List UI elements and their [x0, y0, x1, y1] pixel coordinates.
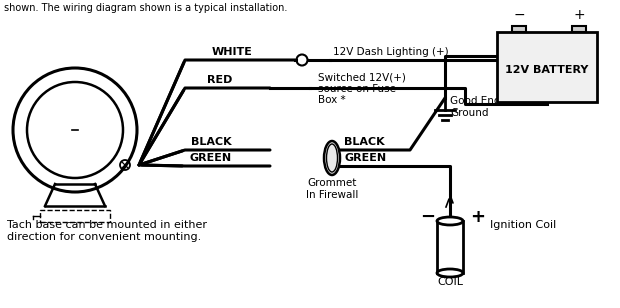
Text: shown. The wiring diagram shown is a typical installation.: shown. The wiring diagram shown is a typ… — [4, 3, 288, 13]
Text: Good Engine
Ground: Good Engine Ground — [450, 96, 516, 118]
Text: Switched 12V(+)
source on Fuse
Box *: Switched 12V(+) source on Fuse Box * — [318, 72, 406, 105]
Text: BLACK: BLACK — [192, 137, 232, 147]
Text: GREEN: GREEN — [190, 153, 232, 163]
Text: BLACK: BLACK — [344, 137, 384, 147]
Text: 12V Dash Lighting (+): 12V Dash Lighting (+) — [333, 47, 449, 57]
Ellipse shape — [437, 269, 463, 277]
Text: GREEN: GREEN — [344, 153, 386, 163]
Text: COIL: COIL — [437, 277, 463, 287]
Text: +: + — [471, 208, 485, 226]
Ellipse shape — [324, 141, 340, 175]
Text: Grommet
In Firewall: Grommet In Firewall — [306, 178, 358, 200]
Text: WHITE: WHITE — [212, 47, 253, 57]
Text: 12V BATTERY: 12V BATTERY — [505, 65, 588, 75]
Text: +: + — [573, 8, 585, 22]
Text: Tach base can be mounted in either
direction for convenient mounting.: Tach base can be mounted in either direc… — [7, 220, 207, 241]
Text: RED: RED — [206, 75, 232, 85]
Text: −: − — [420, 208, 436, 226]
Bar — [437, 221, 463, 273]
Text: −: − — [513, 8, 525, 22]
Bar — [40, 210, 110, 222]
Bar — [572, 26, 586, 32]
Text: Ignition Coil: Ignition Coil — [490, 220, 556, 230]
Ellipse shape — [437, 217, 463, 225]
Bar — [512, 26, 526, 32]
Bar — [497, 32, 597, 102]
